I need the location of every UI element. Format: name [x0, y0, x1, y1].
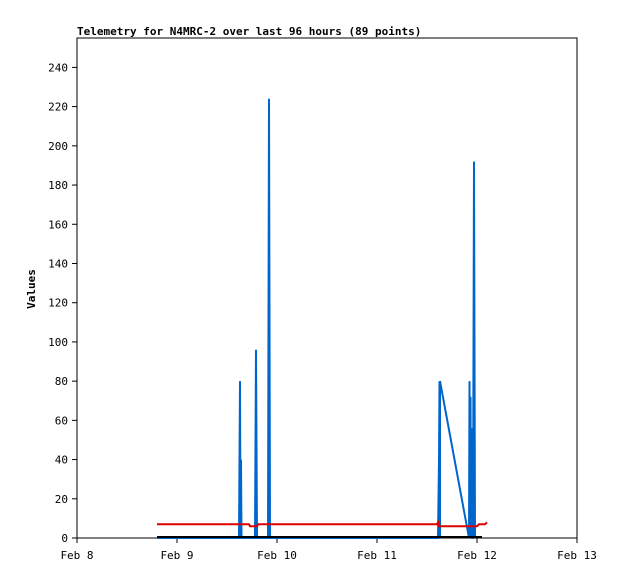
y-tick-label: 40	[55, 454, 68, 467]
x-tick-label: Feb 13	[557, 549, 597, 562]
series-line-2	[157, 519, 488, 528]
y-tick-label: 240	[48, 61, 68, 74]
plot-frame	[76, 37, 578, 539]
y-tick-label: 200	[48, 140, 68, 153]
y-tick-label: 60	[55, 414, 68, 427]
x-tick-label: Feb 11	[357, 549, 397, 562]
y-tick-label: 140	[48, 257, 68, 270]
series-group	[157, 98, 488, 539]
chart-title: Telemetry for N4MRC-2 over last 96 hours…	[77, 25, 421, 38]
y-tick-label: 160	[48, 218, 68, 231]
x-tick-label: Feb 8	[60, 549, 93, 562]
x-tick-label: Feb 12	[457, 549, 497, 562]
y-axis-title: Values	[25, 269, 38, 309]
x-tick-label: Feb 9	[160, 549, 193, 562]
y-tick-label: 80	[55, 375, 68, 388]
y-tick-label: 20	[55, 493, 68, 506]
y-tick-label: 180	[48, 179, 68, 192]
series-line-1	[157, 98, 476, 539]
y-tick-label: 0	[61, 532, 68, 545]
x-tick-label: Feb 10	[257, 549, 297, 562]
y-axis: 0 20 40 60 80 100 120 140 160 180 200 220 240	[48, 61, 77, 545]
y-tick-label: 100	[48, 336, 68, 349]
x-axis: Feb 8 Feb 9 Feb 10 Feb 11 Feb 12 Feb 13	[60, 538, 597, 562]
y-tick-label: 120	[48, 297, 68, 310]
y-tick-label: 220	[48, 101, 68, 114]
